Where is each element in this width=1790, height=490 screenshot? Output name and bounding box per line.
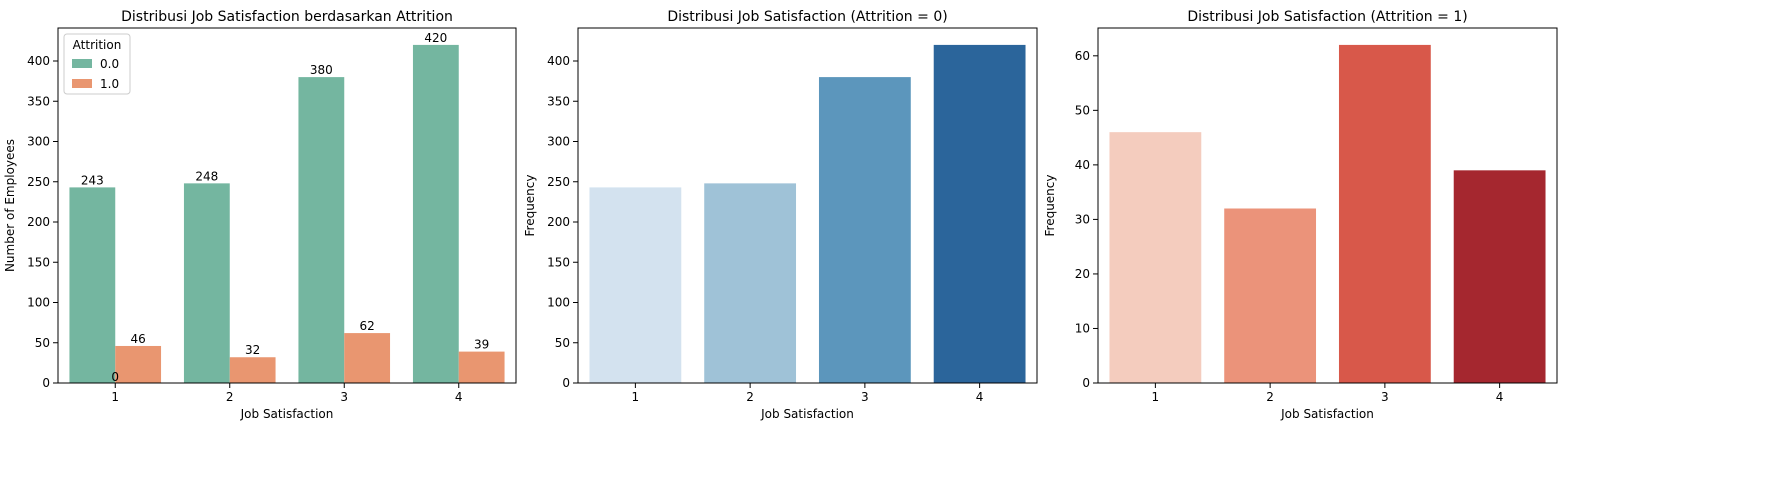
bar	[115, 345, 162, 383]
x-tick-label: 4	[455, 390, 463, 404]
y-axis-label: Frequency	[1043, 175, 1057, 237]
legend-swatch	[72, 59, 92, 68]
bar-data-label: 46	[131, 332, 146, 346]
x-tick-label: 3	[340, 390, 348, 404]
x-tick-label: 4	[1496, 390, 1504, 404]
bar	[412, 44, 459, 384]
bar	[458, 351, 505, 383]
bar-data-label: 248	[195, 169, 218, 183]
legend-title: Attrition	[73, 38, 122, 52]
bar-data-label: 243	[81, 173, 104, 187]
plot-frame	[577, 27, 1038, 384]
bar	[183, 183, 230, 383]
bar-data-label: 62	[360, 319, 375, 333]
chart-title: Distribusi Job Satisfaction berdasarkan …	[121, 9, 453, 25]
bar	[933, 44, 1026, 384]
y-axis-label: Frequency	[523, 175, 537, 237]
plot-frame	[1097, 27, 1558, 384]
y-tick-label: 300	[547, 135, 570, 149]
bar	[1109, 132, 1202, 383]
x-axis-label: Job Satisfaction	[1280, 407, 1374, 421]
y-tick-label: 40	[1075, 158, 1090, 172]
x-tick-label: 1	[1152, 390, 1160, 404]
y-tick-label: 60	[1075, 49, 1090, 63]
x-tick-label: 1	[111, 390, 119, 404]
chart-title: Distribusi Job Satisfaction (Attrition =…	[667, 9, 947, 25]
x-tick-label: 2	[1266, 390, 1274, 404]
y-tick-label: 50	[555, 336, 570, 350]
bar	[1224, 208, 1317, 383]
x-axis-label: Job Satisfaction	[760, 407, 854, 421]
y-tick-label: 150	[27, 255, 50, 269]
y-tick-label: 0	[562, 376, 570, 390]
bar-data-label-zero: 0	[111, 370, 119, 384]
y-tick-label: 30	[1075, 212, 1090, 226]
y-tick-label: 200	[27, 215, 50, 229]
bar-data-label: 32	[245, 343, 260, 357]
y-tick-label: 350	[27, 94, 50, 108]
y-tick-label: 0	[42, 376, 50, 390]
chart-panel-2: Distribusi Job Satisfaction (Attrition =…	[523, 9, 1038, 421]
y-tick-label: 200	[547, 215, 570, 229]
y-tick-label: 0	[1082, 376, 1090, 390]
bar	[1453, 170, 1546, 383]
x-tick-label: 2	[746, 390, 754, 404]
chart-panel-1: Distribusi Job Satisfaction berdasarkan …	[3, 9, 517, 421]
y-tick-label: 50	[35, 336, 50, 350]
x-tick-label: 2	[226, 390, 234, 404]
chart-panel-3: Distribusi Job Satisfaction (Attrition =…	[1043, 9, 1558, 421]
legend-label: 0.0	[100, 57, 119, 71]
y-tick-label: 100	[27, 296, 50, 310]
x-tick-label: 4	[976, 390, 984, 404]
bar	[69, 187, 116, 383]
y-tick-label: 100	[547, 296, 570, 310]
plot-frame	[57, 27, 517, 384]
y-tick-label: 300	[27, 135, 50, 149]
x-tick-label: 1	[632, 390, 640, 404]
legend-label: 1.0	[100, 77, 119, 91]
bar	[298, 77, 345, 383]
y-tick-label: 400	[547, 54, 570, 68]
x-tick-label: 3	[861, 390, 869, 404]
y-tick-label: 50	[1075, 103, 1090, 117]
chart-title: Distribusi Job Satisfaction (Attrition =…	[1187, 9, 1467, 25]
y-tick-label: 20	[1075, 267, 1090, 281]
bar	[818, 77, 911, 383]
bar-data-label: 420	[424, 31, 447, 45]
bar	[589, 187, 682, 383]
legend-swatch	[72, 79, 92, 88]
y-tick-label: 250	[27, 175, 50, 189]
y-tick-label: 400	[27, 54, 50, 68]
y-tick-label: 10	[1075, 321, 1090, 335]
bar	[1338, 44, 1431, 384]
y-tick-label: 150	[547, 255, 570, 269]
bar	[344, 333, 391, 383]
y-axis-label: Number of Employees	[3, 139, 17, 272]
x-axis-label: Job Satisfaction	[240, 407, 334, 421]
bar	[704, 183, 797, 383]
y-tick-label: 250	[547, 175, 570, 189]
bar	[229, 357, 276, 383]
x-tick-label: 3	[1381, 390, 1389, 404]
bar-data-label: 39	[474, 338, 489, 352]
y-tick-label: 350	[547, 94, 570, 108]
legend: Attrition 0.0 1.0	[63, 33, 131, 95]
bar-data-label: 380	[310, 63, 333, 77]
